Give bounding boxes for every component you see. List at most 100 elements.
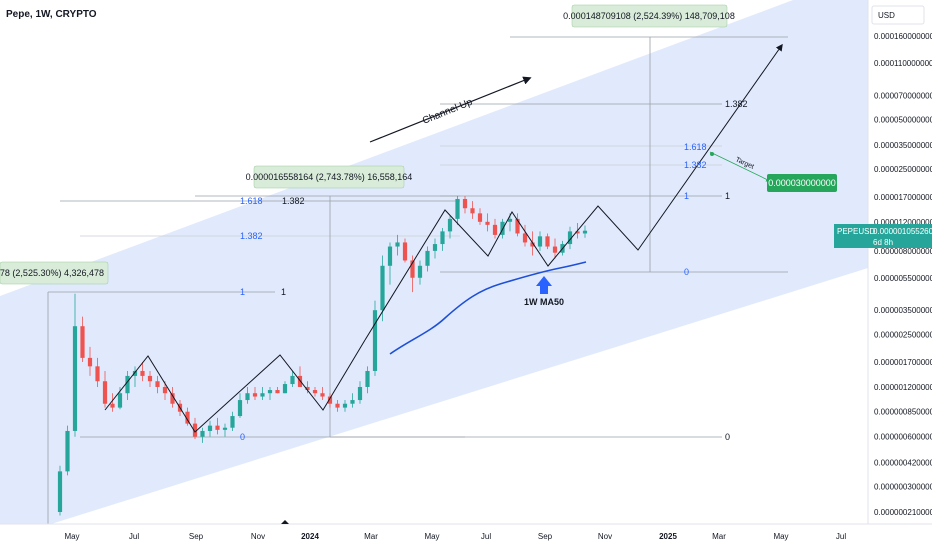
candle-body xyxy=(327,396,333,404)
candle-body xyxy=(365,370,370,387)
fib-label-1382-black: 1.382 xyxy=(282,196,305,206)
candle-body xyxy=(110,403,115,408)
x-tick-label: Sep xyxy=(538,532,553,541)
time-axis-marker-icon xyxy=(281,520,289,524)
candle-body xyxy=(125,375,130,394)
y-tick-label: 0.000002500000 xyxy=(874,330,932,339)
candle-body xyxy=(282,384,288,394)
candle-body xyxy=(230,416,235,428)
candle-body xyxy=(537,236,543,247)
fib-label-1-blue: 1 xyxy=(240,287,245,297)
measure-box-1: 0.000004326478 (2,525.30%) 4,326,478 xyxy=(0,261,109,285)
fib-label-0: 0 xyxy=(240,432,245,442)
candle-body xyxy=(147,375,153,382)
candle-body xyxy=(290,375,295,385)
candle-body xyxy=(515,218,520,234)
y-tick-label: 0.000012000000 xyxy=(874,218,932,227)
x-tick-label: Mar xyxy=(364,532,378,541)
measure-box-3: 0.000148709108 (2,524.39%) 148,709,108 xyxy=(563,4,735,28)
fib-label-1382: 1.382 xyxy=(240,231,263,241)
candle-body xyxy=(380,265,385,311)
candle-body xyxy=(470,208,475,214)
candle-body xyxy=(545,236,550,247)
x-tick-label: Nov xyxy=(598,532,612,541)
y-tick-label: 0.000000210000 xyxy=(874,508,932,517)
ma50-pointer-arrow xyxy=(536,276,552,294)
x-tick-label: Sep xyxy=(189,532,204,541)
target-arrow xyxy=(709,151,771,182)
x-tick-label: 2024 xyxy=(301,532,319,541)
y-tick-label: 0.000001700000 xyxy=(874,358,932,367)
candle-body xyxy=(102,381,108,404)
candle-body xyxy=(267,390,273,394)
candle-body xyxy=(447,218,453,232)
candle-body xyxy=(530,242,535,247)
y-tick-label: 0.000000300000 xyxy=(874,482,932,491)
chart-title: Pepe, 1W, CRYPTO xyxy=(6,9,97,20)
candle-body xyxy=(410,260,415,278)
fib-label-1618: 1.618 xyxy=(240,196,263,206)
candle-body xyxy=(485,221,490,225)
fib-label-1: 1 xyxy=(281,287,286,297)
currency-button[interactable] xyxy=(871,5,925,25)
candle-body xyxy=(462,198,468,209)
channel-arrow xyxy=(369,76,532,143)
candle-body xyxy=(575,231,580,234)
candle-body xyxy=(95,366,100,382)
candle-body xyxy=(357,386,363,401)
candle-body xyxy=(312,390,318,394)
candle-body xyxy=(245,393,250,401)
price-axis[interactable] xyxy=(868,0,932,524)
y-axis-labels: 0.000160000000 0.000110000000 0.0000700000… xyxy=(874,32,932,517)
fib-label-1-right: 1 xyxy=(725,191,730,201)
candle-body xyxy=(200,430,205,437)
y-tick-label: 0.000025000000 xyxy=(874,165,932,174)
candle-body xyxy=(582,230,588,234)
candle-body xyxy=(387,246,393,266)
time-axis[interactable] xyxy=(0,524,932,550)
y-tick-label: 0.000008000000 xyxy=(874,247,932,256)
candle-body xyxy=(552,246,558,253)
y-tick-label: 0.000003500000 xyxy=(874,306,932,315)
projection-zigzag xyxy=(104,339,366,433)
candle-body xyxy=(425,250,430,266)
x-axis-labels: May Jul Sep Nov 2024 Mar May Jul Sep Nov 2025 Mar Ma… xyxy=(64,532,846,541)
candle-body xyxy=(432,244,438,251)
price-tag-symbol: PEPEUSD xyxy=(837,227,875,236)
candle-body xyxy=(500,221,505,235)
candle-body xyxy=(185,411,190,424)
x-tick-label: Jul xyxy=(481,532,491,541)
ma50-label: 1W MA50 xyxy=(524,297,564,307)
candle-body xyxy=(260,393,265,397)
price-tag-value: 0.0000010552600 xyxy=(873,227,932,236)
candle-body xyxy=(507,218,513,222)
candle-body xyxy=(297,375,303,387)
x-tick-label: May xyxy=(64,532,79,541)
fib-label-1618-right: 1.618 xyxy=(684,142,707,152)
fib-label-1-right-blue: 1 xyxy=(684,191,689,201)
candle-body xyxy=(320,393,325,397)
price-tag-countdown: 6d 8h xyxy=(873,238,893,247)
y-tick-label: 0.000070000000 xyxy=(874,91,932,100)
fib-lines xyxy=(48,36,788,438)
x-tick-label: 2025 xyxy=(659,532,677,541)
candle-body xyxy=(275,390,280,394)
x-tick-label: May xyxy=(773,532,788,541)
y-tick-label: 0.000110000000 xyxy=(874,59,932,68)
y-tick-label: 0.000160000000 xyxy=(874,32,932,41)
candle-body xyxy=(372,310,378,371)
candle-body xyxy=(162,386,168,394)
candle-body xyxy=(402,242,408,261)
x-tick-label: Mar xyxy=(712,532,726,541)
y-tick-label: 0.000017000000 xyxy=(874,193,932,202)
candle-body xyxy=(170,393,175,404)
currency-label: USD xyxy=(878,11,895,20)
ma50-line xyxy=(389,261,587,355)
fib-label-1382-top: 1.382 xyxy=(725,99,748,109)
candle-body xyxy=(342,403,348,408)
target-dot xyxy=(710,152,714,156)
target-value-text: 0.000030000000 xyxy=(768,178,836,188)
candle-body xyxy=(57,471,63,512)
candle-body xyxy=(440,231,445,245)
